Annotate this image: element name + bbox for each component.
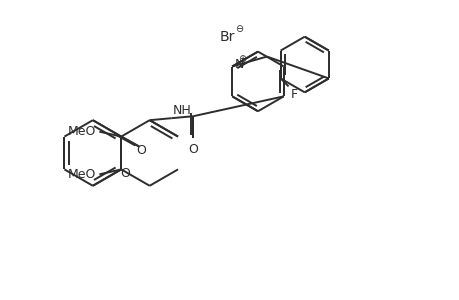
Text: F: F bbox=[290, 88, 297, 101]
Text: Br: Br bbox=[219, 30, 235, 44]
Text: NH: NH bbox=[172, 104, 191, 117]
Text: ⊕: ⊕ bbox=[237, 54, 246, 64]
Text: O: O bbox=[120, 167, 130, 180]
Text: O: O bbox=[136, 144, 146, 157]
Text: ⊖: ⊖ bbox=[235, 24, 243, 34]
Text: MeO: MeO bbox=[68, 168, 96, 181]
Text: MeO: MeO bbox=[68, 125, 96, 138]
Text: N: N bbox=[235, 58, 244, 71]
Text: O: O bbox=[188, 143, 198, 156]
